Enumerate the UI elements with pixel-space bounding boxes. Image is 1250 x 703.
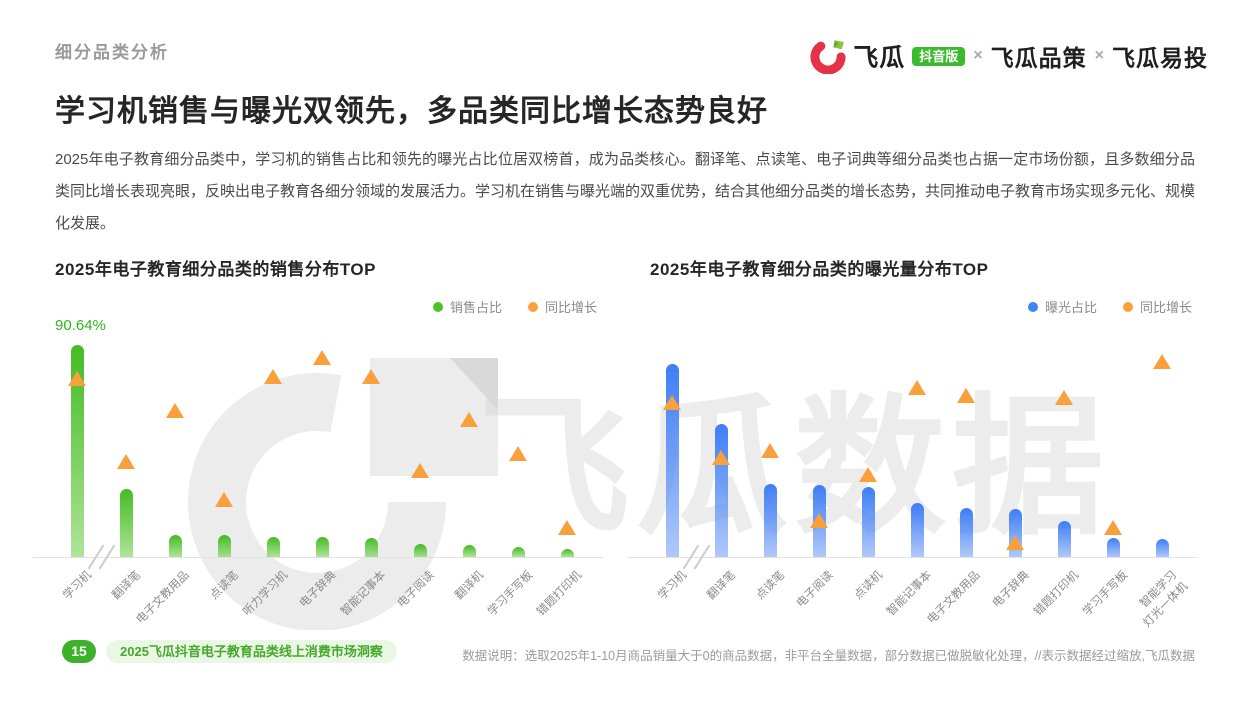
- feigua-logo-icon: [810, 38, 846, 75]
- bar: [217, 535, 231, 557]
- growth-triangle-icon: [712, 450, 730, 465]
- legend-label: 销售占比: [449, 300, 502, 315]
- x-axis-label: 学习机: [60, 569, 94, 603]
- legend-dot-icon: [1122, 301, 1133, 312]
- chart-legend: 曝光占比 同比增长: [1027, 297, 1192, 316]
- growth-triangle-icon: [1055, 390, 1073, 405]
- x-axis-label: 听力学习机: [240, 569, 290, 619]
- growth-triangle-icon: [509, 446, 527, 461]
- bar-value-label: 90.64%: [55, 317, 106, 334]
- legend-item: 同比增长: [1122, 297, 1192, 316]
- partner-name-pince: 飞瓜品策: [990, 45, 1087, 71]
- report-name-badge: 2025飞瓜抖音电子教育品类线上消费市场洞察: [106, 640, 397, 663]
- x-axis-label: 智能记事本: [338, 569, 388, 619]
- partner-name-yitou: 飞瓜易投: [1112, 45, 1208, 71]
- legend-dot-icon: [527, 301, 538, 312]
- growth-triangle-icon: [68, 371, 86, 386]
- x-axis-line: [33, 557, 603, 558]
- multiply-separator: ×: [973, 47, 983, 64]
- bar: [511, 547, 525, 557]
- growth-triangle-icon: [663, 395, 681, 410]
- bar: [119, 489, 133, 557]
- bar: [910, 503, 924, 557]
- growth-triangle-icon: [558, 520, 576, 535]
- x-axis-label: 电子阅读: [395, 569, 437, 611]
- bar: [665, 364, 679, 557]
- exposure-distribution-chart: 2025年电子教育细分品类的曝光量分布TOP 曝光占比 同比增长学习机 翻译笔 点读笔…: [628, 255, 1198, 635]
- plot-area: 学习机 翻译笔 电子文教用品 点读笔 听力学习机 电子辞典 智能记事本 电子阅读 翻译机 学习手写…: [33, 345, 603, 626]
- chart-legend: 销售占比 同比增长: [432, 297, 597, 316]
- growth-triangle-icon: [1104, 520, 1122, 535]
- x-axis-label: 翻译笔: [109, 569, 143, 603]
- bar: [266, 537, 280, 557]
- bar: [560, 549, 574, 557]
- legend-item: 同比增长: [527, 297, 597, 316]
- page-title: 学习机销售与曝光双领先，多品类同比增长态势良好: [55, 95, 768, 128]
- page-number-badge: 15: [62, 640, 96, 663]
- growth-triangle-icon: [117, 454, 135, 469]
- plot-area: 学习机 翻译笔 点读笔 电子阅读 点读机 智能记事本 电子文教用品 电子辞典 错题打印机 学习手写…: [628, 345, 1198, 630]
- chart-title: 2025年电子教育细分品类的曝光量分布TOP: [650, 260, 989, 279]
- x-axis-label: 翻译笔: [704, 569, 738, 603]
- bar: [70, 345, 84, 557]
- bar: [763, 484, 777, 557]
- brand-logo: 飞瓜 抖音版 × 飞瓜品策 × 飞瓜易投: [810, 38, 1208, 75]
- x-axis-label: 学习手写板: [1080, 569, 1130, 619]
- growth-triangle-icon: [761, 443, 779, 458]
- bar: [364, 538, 378, 557]
- body-paragraph: 2025年电子教育细分品类中，学习机的销售占比和领先的曝光占比位居双榜首，成为品…: [55, 151, 1196, 232]
- bar: [1106, 538, 1120, 557]
- x-axis-label: 智能学习 灯光一体机: [1137, 569, 1190, 630]
- section-label: 细分品类分析: [55, 43, 169, 62]
- x-axis-label: 错题打印机: [534, 569, 584, 619]
- growth-triangle-icon: [362, 369, 380, 384]
- x-axis-label: 错题打印机: [1031, 569, 1081, 619]
- growth-triangle-icon: [215, 492, 233, 507]
- sales-distribution-chart: 2025年电子教育细分品类的销售分布TOP 销售占比 同比增长 90.64% 学习机翻…: [33, 255, 603, 635]
- x-axis-label: 电子辞典: [990, 569, 1032, 611]
- bar: [462, 545, 476, 557]
- growth-triangle-icon: [411, 463, 429, 478]
- growth-triangle-icon: [313, 350, 331, 365]
- brand-name: 飞瓜: [853, 44, 906, 72]
- x-axis-label: 点读笔: [753, 569, 787, 603]
- chart-title: 2025年电子教育细分品类的销售分布TOP: [55, 260, 376, 279]
- bar: [1155, 539, 1169, 557]
- x-axis-line: [628, 557, 1198, 558]
- legend-dot-icon: [1027, 301, 1038, 312]
- legend-dot-icon: [432, 301, 443, 312]
- x-axis-label: 电子辞典: [297, 569, 339, 611]
- legend-item: 曝光占比: [1027, 297, 1097, 316]
- legend-item: 销售占比: [432, 297, 502, 316]
- growth-triangle-icon: [810, 513, 828, 528]
- bar: [714, 424, 728, 557]
- legend-label: 曝光占比: [1044, 300, 1097, 315]
- x-axis-label: 翻译机: [452, 569, 486, 603]
- x-axis-label: 电子阅读: [794, 569, 836, 611]
- growth-triangle-icon: [859, 467, 877, 482]
- douyin-badge: 抖音版: [912, 46, 966, 66]
- bar: [861, 487, 875, 557]
- legend-label: 同比增长: [544, 300, 597, 315]
- bar: [413, 544, 427, 557]
- data-note: 数据说明：选取2025年1-10月商品销量大于0的商品数据，非平台全量数据，部分…: [462, 649, 1195, 663]
- legend-label: 同比增长: [1139, 300, 1192, 315]
- x-axis-label: 点读机: [851, 569, 885, 603]
- bar: [1057, 521, 1071, 557]
- growth-triangle-icon: [908, 380, 926, 395]
- bar: [168, 535, 182, 557]
- x-axis-label: 点读笔: [207, 569, 241, 603]
- x-axis-label: 学习机: [655, 569, 689, 603]
- growth-triangle-icon: [1153, 354, 1171, 369]
- growth-triangle-icon: [460, 412, 478, 427]
- growth-triangle-icon: [264, 369, 282, 384]
- growth-triangle-icon: [1006, 535, 1024, 550]
- growth-triangle-icon: [166, 403, 184, 418]
- bar: [959, 508, 973, 557]
- growth-triangle-icon: [957, 388, 975, 403]
- bar: [315, 537, 329, 557]
- multiply-separator: ×: [1094, 47, 1104, 64]
- x-axis-label: 学习手写板: [485, 569, 535, 619]
